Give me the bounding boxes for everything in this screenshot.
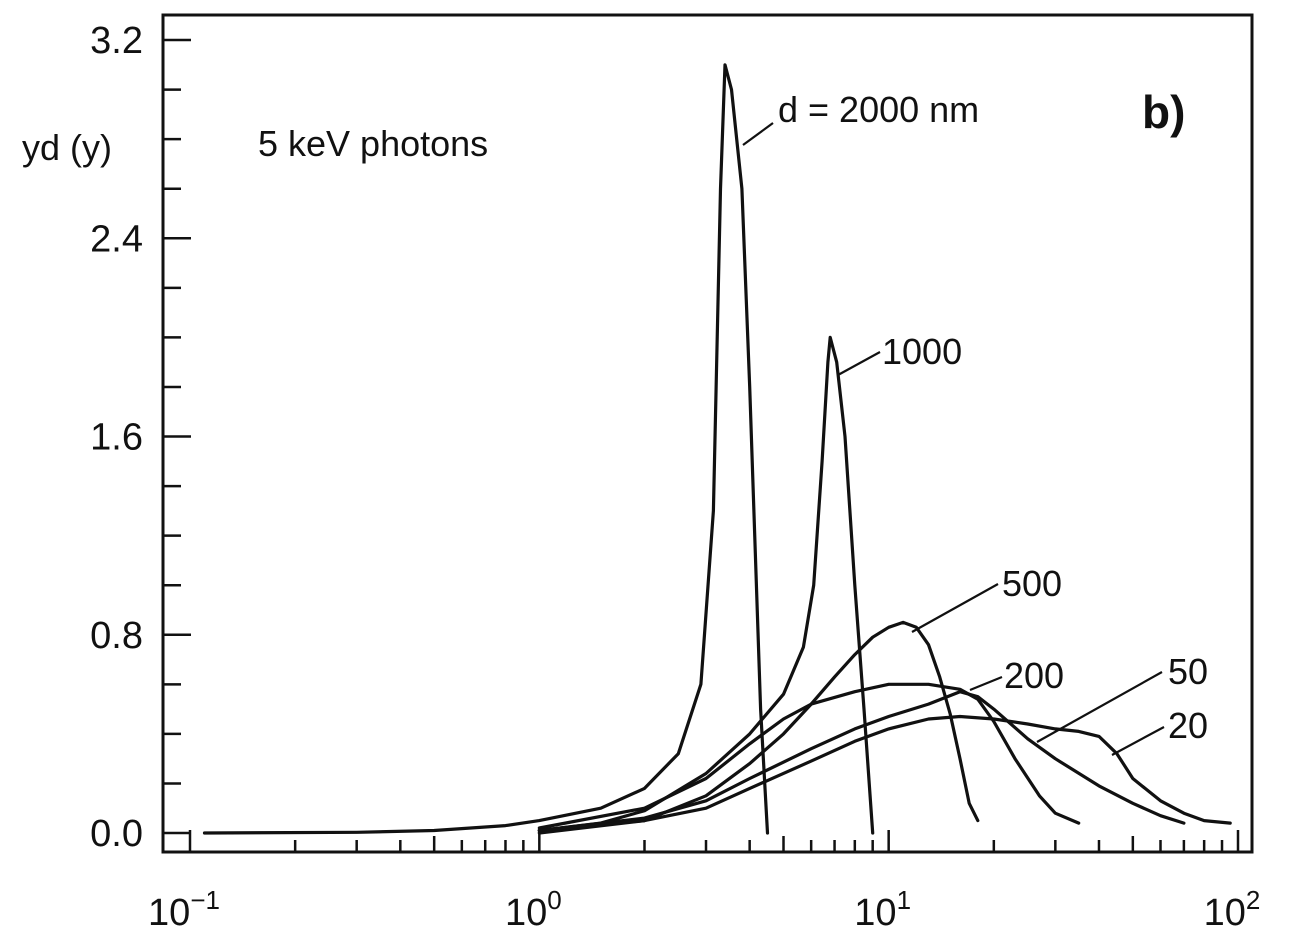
series-line-1 <box>537 335 875 835</box>
y-tick-label: 2.4 <box>90 218 143 260</box>
y-tick-label: 0.0 <box>90 813 143 855</box>
axis-ticks <box>163 38 1240 852</box>
series-label: d = 2000 nm <box>778 89 979 130</box>
y-axis-label: yd (y) <box>22 127 112 168</box>
series-line-5 <box>537 714 1232 833</box>
y-tick-label: 1.6 <box>90 417 143 459</box>
panel-label: b) <box>1142 86 1185 138</box>
series-leader-line <box>1111 726 1165 756</box>
series-label: 1000 <box>882 331 962 372</box>
series-label: 500 <box>1002 563 1062 604</box>
series-label: 20 <box>1168 705 1208 746</box>
series-label: 50 <box>1168 651 1208 692</box>
y-tick-label: 3.2 <box>90 20 143 62</box>
series-group <box>202 63 1232 835</box>
series-leader-line <box>742 122 774 146</box>
series-leader-line <box>837 351 881 376</box>
series-line-2 <box>537 620 980 835</box>
x-tick-label: 102 <box>1204 885 1261 934</box>
plot-border <box>161 13 1254 854</box>
y-tick-label: 0.8 <box>90 615 143 657</box>
series-line-4 <box>537 690 1186 833</box>
series-leader-line <box>969 675 1003 692</box>
x-tick-label: 10−1 <box>148 885 220 934</box>
series-line-0 <box>202 63 770 835</box>
series-leader-line <box>911 583 999 633</box>
x-tick-label: 100 <box>505 885 562 934</box>
x-tick-label: 101 <box>854 885 911 934</box>
plot-frame <box>161 13 1254 854</box>
series-label: 200 <box>1004 655 1064 696</box>
chart-annotation: 5 keV photons <box>258 123 488 164</box>
series-line-3 <box>537 682 1081 830</box>
series-leader-line <box>1036 671 1163 743</box>
labels-group: 0.0 0.8 1.6 2.4 3.2 10−1 100 101 102 d = 2000 nm 1… <box>90 20 1260 934</box>
